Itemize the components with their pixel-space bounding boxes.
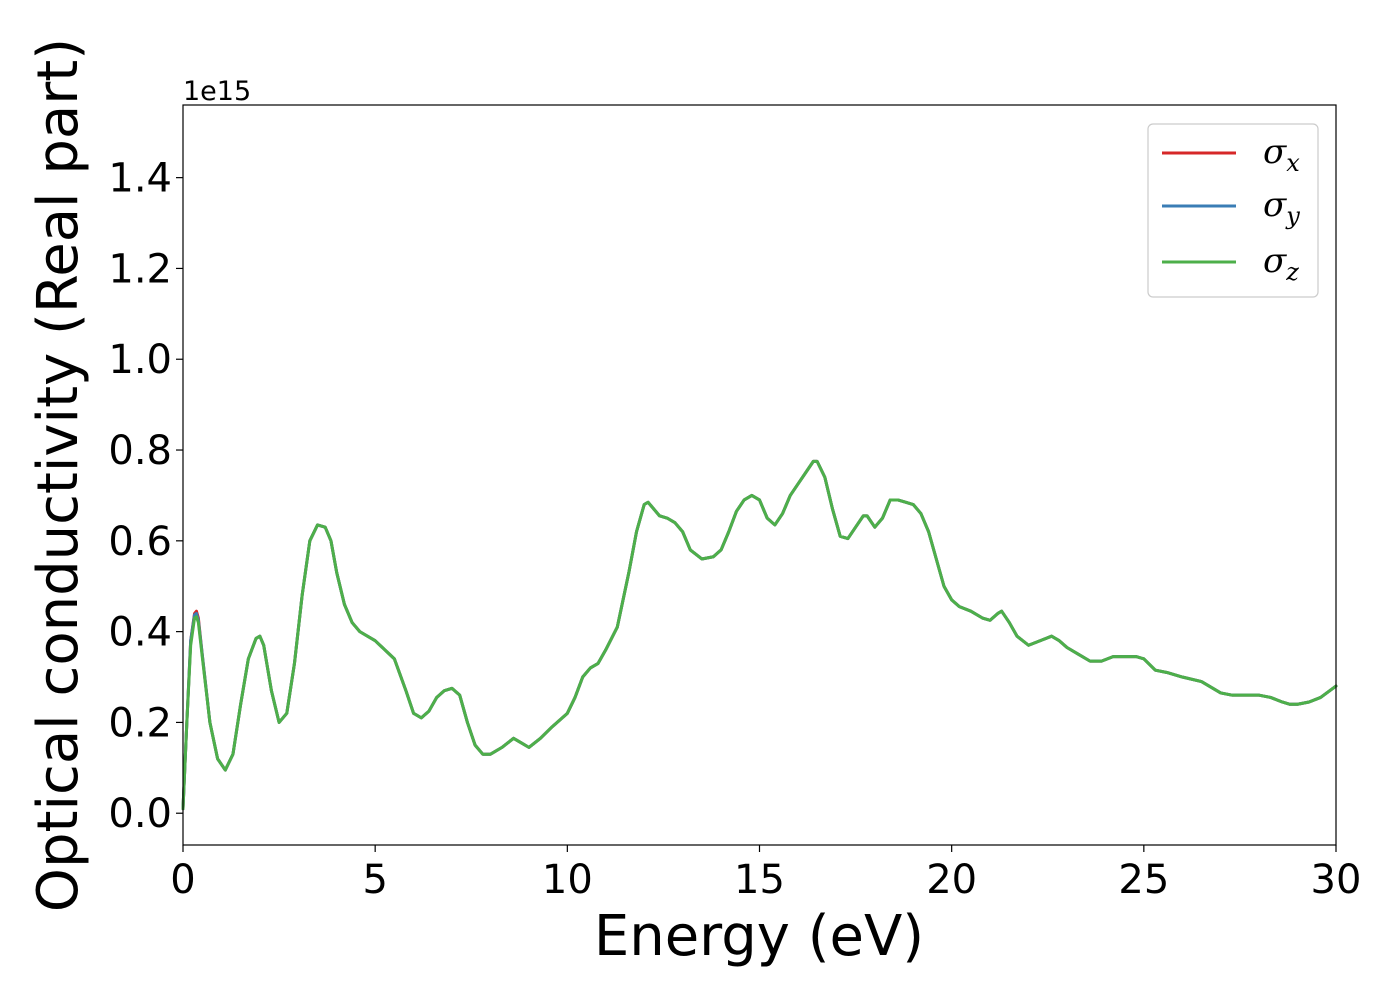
y-axis-label: Optical conductivity (Real part) [26,38,91,912]
legend-label-sigma-x: σx [1263,132,1300,177]
y-tick-label: 1.0 [108,337,172,383]
y-tick-label: 1.2 [108,246,172,292]
x-tick-label: 0 [170,857,195,903]
y-tick-label: 1.4 [108,156,172,202]
x-axis-label: Energy (eV) [594,904,924,969]
legend: σx σy σz [1147,123,1319,298]
series-line-sigma-z [181,459,1338,811]
y-tick-label: 0.6 [108,519,172,565]
y-tick-label: 0.4 [108,610,172,656]
legend-label-sigma-z: σz [1263,241,1299,286]
y-axis: 0.0 0.2 0.4 0.6 0.8 1.0 1.2 1.4 [108,156,183,837]
y-offset-label: 1e15 [183,76,251,107]
x-tick-label: 30 [1311,857,1362,903]
y-tick-label: 0.8 [108,428,172,474]
legend-box [1147,123,1319,298]
y-tick-label: 0.0 [108,791,172,837]
y-tick-label: 0.2 [108,700,172,746]
x-tick-label: 10 [542,857,593,903]
x-axis: 0 5 10 15 20 25 30 [170,845,1361,903]
series-layer [181,459,1338,811]
x-tick-label: 15 [734,857,785,903]
x-tick-label: 25 [1118,857,1169,903]
x-tick-label: 5 [362,857,387,903]
x-tick-label: 20 [926,857,977,903]
legend-label-sigma-y: σy [1263,185,1300,230]
